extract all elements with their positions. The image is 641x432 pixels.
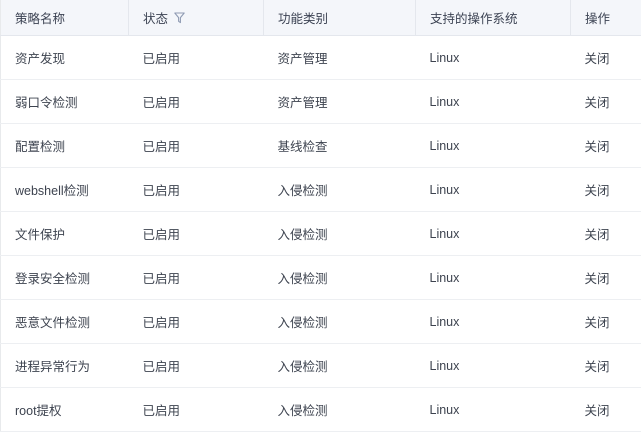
- policy-type-text: 入侵检测: [264, 256, 416, 300]
- policy-type-text: 入侵检测: [264, 344, 416, 388]
- policy-name-link[interactable]: 配置检测: [1, 124, 129, 168]
- policy-name-link[interactable]: 资产发现: [1, 36, 129, 80]
- policy-name-link[interactable]: root提权: [1, 388, 129, 432]
- policy-status-text: 已启用: [129, 300, 264, 344]
- table-header-row: 策略名称 状态 功能类别: [1, 0, 641, 36]
- policy-status-text: 已启用: [129, 212, 264, 256]
- policy-name-link[interactable]: 文件保护: [1, 212, 129, 256]
- policy-type-text: 资产管理: [264, 80, 416, 124]
- policy-close-link[interactable]: 关闭: [571, 168, 641, 212]
- column-header-name: 策略名称: [1, 0, 129, 36]
- column-header-name-label: 策略名称: [15, 8, 65, 27]
- policy-os-text: Linux: [416, 124, 571, 168]
- policy-os-text: Linux: [416, 212, 571, 256]
- table-header: 策略名称 状态 功能类别: [1, 0, 641, 36]
- policy-close-link[interactable]: 关闭: [571, 256, 641, 300]
- policy-type-text: 入侵检测: [264, 212, 416, 256]
- column-header-type-label: 功能类别: [278, 8, 328, 27]
- policy-close-link[interactable]: 关闭: [571, 212, 641, 256]
- policy-close-link[interactable]: 关闭: [571, 300, 641, 344]
- policy-os-text: Linux: [416, 388, 571, 432]
- column-header-os: 支持的操作系统: [416, 0, 571, 36]
- policy-type-text: 入侵检测: [264, 168, 416, 212]
- policy-type-text: 基线检查: [264, 124, 416, 168]
- policy-close-link[interactable]: 关闭: [571, 124, 641, 168]
- policy-status-text: 已启用: [129, 344, 264, 388]
- policy-status-text: 已启用: [129, 36, 264, 80]
- policy-name-link[interactable]: webshell检测: [1, 168, 129, 212]
- policy-status-text: 已启用: [129, 168, 264, 212]
- policy-os-text: Linux: [416, 36, 571, 80]
- policy-status-text: 已启用: [129, 256, 264, 300]
- policy-status-text: 已启用: [129, 388, 264, 432]
- column-header-status-label: 状态: [143, 8, 168, 27]
- policy-name-link[interactable]: 进程异常行为: [1, 344, 129, 388]
- column-header-action: 操作: [571, 0, 641, 36]
- policy-os-text: Linux: [416, 80, 571, 124]
- policy-type-text: 入侵检测: [264, 388, 416, 432]
- policy-name-link[interactable]: 登录安全检测: [1, 256, 129, 300]
- policy-type-text: 入侵检测: [264, 300, 416, 344]
- policy-os-text: Linux: [416, 300, 571, 344]
- policy-close-link[interactable]: 关闭: [571, 388, 641, 432]
- policy-name-link[interactable]: 弱口令检测: [1, 80, 129, 124]
- policy-type-text: 资产管理: [264, 36, 416, 80]
- filter-funnel-icon[interactable]: [174, 12, 185, 24]
- policy-os-text: Linux: [416, 256, 571, 300]
- policy-os-text: Linux: [416, 344, 571, 388]
- policy-os-text: Linux: [416, 168, 571, 212]
- policy-status-text: 已启用: [129, 80, 264, 124]
- column-header-type: 功能类别: [264, 0, 416, 36]
- column-header-action-label: 操作: [585, 8, 610, 27]
- policy-name-link[interactable]: 恶意文件检测: [1, 300, 129, 344]
- policy-status-text: 已启用: [129, 124, 264, 168]
- policy-close-link[interactable]: 关闭: [571, 80, 641, 124]
- column-header-status: 状态: [129, 0, 264, 36]
- policy-close-link[interactable]: 关闭: [571, 344, 641, 388]
- column-header-os-label: 支持的操作系统: [430, 8, 518, 27]
- policy-close-link[interactable]: 关闭: [571, 36, 641, 80]
